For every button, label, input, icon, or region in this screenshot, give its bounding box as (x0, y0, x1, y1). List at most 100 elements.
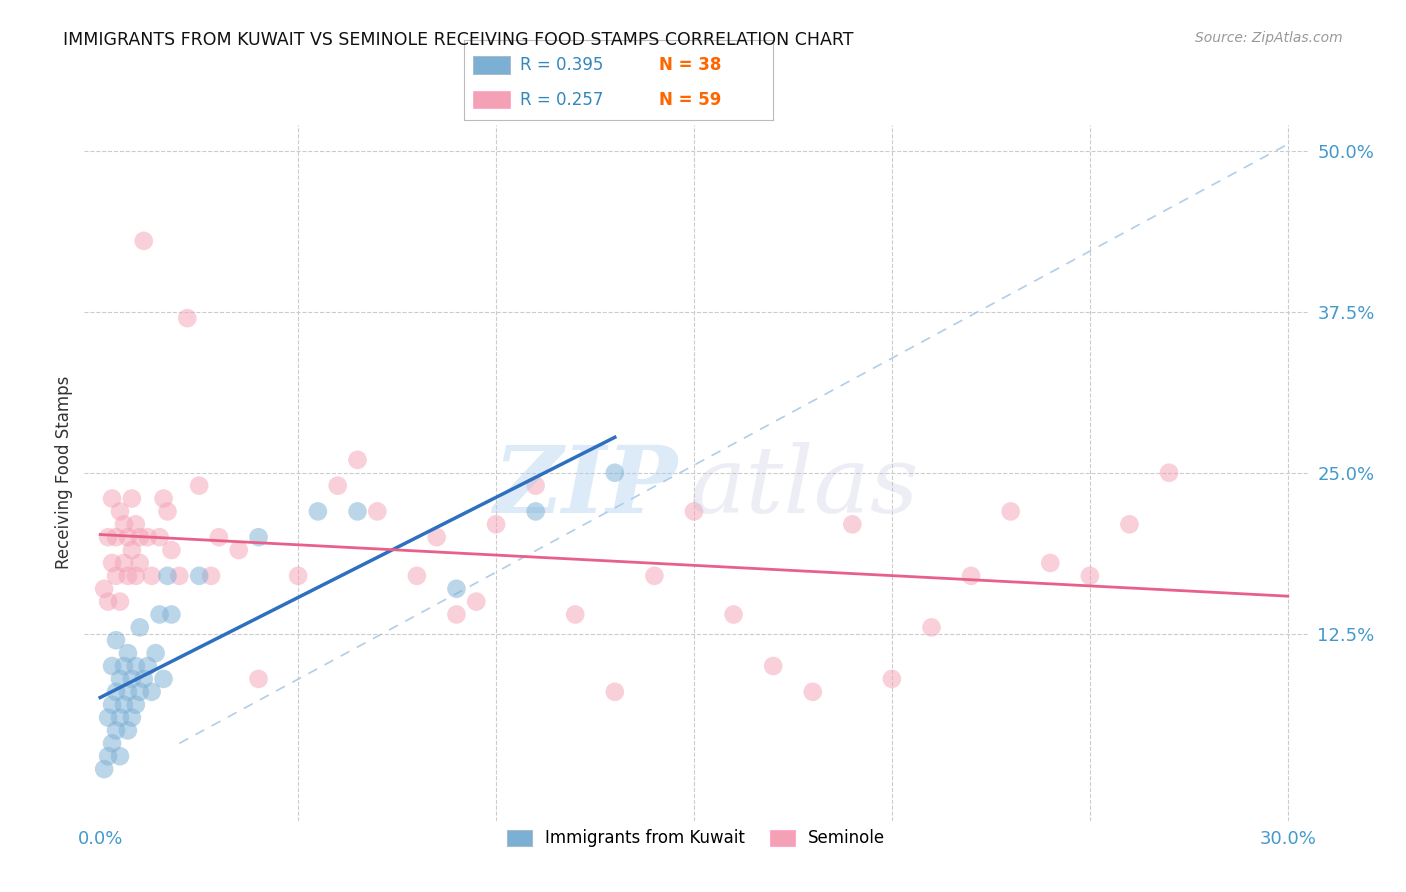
Point (307, 504, 329, 518)
Point (465, 594, 488, 608)
Point (132, 234, 155, 248)
Point (228, 543, 250, 558)
Point (97, 749, 120, 764)
Point (117, 723, 139, 738)
Legend: Immigrants from Kuwait, Seminole: Immigrants from Kuwait, Seminole (501, 822, 891, 854)
Point (121, 710, 143, 724)
Point (128, 685, 150, 699)
Point (1078, 569, 1101, 583)
Point (446, 607, 468, 622)
Point (247, 672, 270, 686)
Point (643, 569, 665, 583)
Point (112, 659, 135, 673)
Point (188, 569, 211, 583)
Point (346, 453, 368, 467)
Point (101, 698, 124, 712)
Text: Source: ZipAtlas.com: Source: ZipAtlas.com (1195, 31, 1343, 45)
Point (93, 582, 115, 596)
Point (97, 594, 120, 608)
Point (326, 478, 349, 492)
Point (108, 749, 131, 764)
Point (160, 543, 183, 558)
Point (108, 672, 131, 686)
Point (108, 594, 131, 608)
Point (105, 530, 128, 544)
Point (97, 530, 120, 544)
Point (1000, 504, 1022, 518)
Point (93, 762, 115, 776)
Point (152, 672, 174, 686)
Point (101, 736, 124, 750)
Point (121, 491, 143, 506)
Text: R = 0.257: R = 0.257 (520, 91, 603, 109)
Point (136, 530, 159, 544)
Point (105, 723, 128, 738)
Point (1118, 517, 1140, 532)
Point (97, 710, 120, 724)
Point (141, 685, 163, 699)
Point (145, 646, 167, 660)
Point (160, 607, 183, 622)
Point (105, 633, 128, 648)
Point (801, 685, 824, 699)
Y-axis label: Receiving Food Stamps: Receiving Food Stamps (55, 376, 73, 569)
Point (188, 478, 211, 492)
Point (880, 672, 903, 686)
Point (247, 530, 270, 544)
Point (200, 569, 222, 583)
Point (406, 569, 429, 583)
Point (125, 698, 148, 712)
Point (366, 504, 388, 518)
Point (1039, 556, 1062, 570)
Point (841, 517, 863, 532)
FancyBboxPatch shape (474, 56, 510, 74)
Text: N = 59: N = 59 (659, 91, 721, 109)
Text: IMMIGRANTS FROM KUWAIT VS SEMINOLE RECEIVING FOOD STAMPS CORRELATION CHART: IMMIGRANTS FROM KUWAIT VS SEMINOLE RECEI… (63, 31, 853, 49)
FancyBboxPatch shape (474, 91, 510, 108)
Point (128, 556, 150, 570)
Point (117, 530, 139, 544)
Point (524, 478, 547, 492)
Point (121, 672, 143, 686)
Point (148, 607, 170, 622)
Point (108, 504, 131, 518)
Point (128, 530, 150, 544)
Point (152, 491, 174, 506)
Text: ZIP: ZIP (494, 442, 678, 532)
Point (128, 620, 150, 634)
Point (136, 659, 159, 673)
Point (101, 556, 124, 570)
Point (564, 607, 586, 622)
Point (117, 646, 139, 660)
Point (603, 685, 626, 699)
Point (169, 569, 191, 583)
Point (287, 569, 309, 583)
Point (125, 569, 148, 583)
Point (117, 685, 139, 699)
Point (141, 569, 163, 583)
Point (762, 659, 785, 673)
Point (426, 530, 449, 544)
Point (101, 659, 124, 673)
Point (960, 569, 983, 583)
Point (105, 569, 128, 583)
Point (117, 569, 139, 583)
Point (208, 530, 231, 544)
Point (683, 504, 706, 518)
Text: atlas: atlas (690, 442, 920, 532)
Point (921, 620, 943, 634)
Point (524, 504, 547, 518)
Point (446, 582, 468, 596)
Point (156, 504, 179, 518)
Point (112, 517, 135, 532)
Point (101, 491, 124, 506)
Point (121, 543, 143, 558)
Point (105, 685, 128, 699)
Text: R = 0.395: R = 0.395 (520, 56, 603, 74)
Point (112, 556, 135, 570)
Point (132, 672, 155, 686)
Point (603, 466, 626, 480)
Text: N = 38: N = 38 (659, 56, 721, 74)
Point (176, 311, 198, 326)
Point (108, 710, 131, 724)
